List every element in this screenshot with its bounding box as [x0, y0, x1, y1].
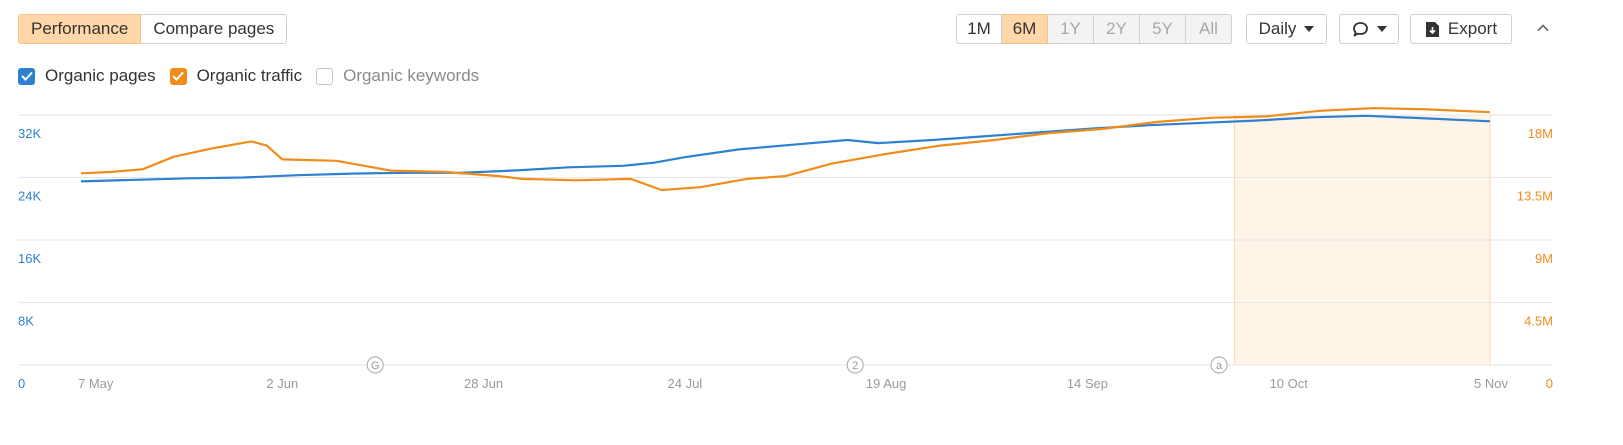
y-left-tick-label: 0: [18, 376, 25, 391]
period-all-button[interactable]: All: [1186, 14, 1232, 44]
x-tick-label: 28 Jun: [464, 376, 503, 391]
check-icon: [20, 71, 33, 81]
y-left-tick-label: 32K: [18, 126, 41, 141]
x-tick-label: 2 Jun: [266, 376, 298, 391]
period-5y-button[interactable]: 5Y: [1140, 14, 1186, 44]
annotation-label: a: [1216, 360, 1223, 372]
y-left-tick-label: 16K: [18, 251, 41, 266]
period-selector: 1M 6M 1Y 2Y 5Y All: [956, 14, 1232, 44]
annotation-marker: [366, 356, 384, 374]
series-line-organic-traffic: [80, 107, 1491, 192]
tab-compare-pages[interactable]: Compare pages: [141, 14, 288, 44]
checkbox-organic-pages[interactable]: [18, 67, 35, 85]
period-1m-button[interactable]: 1M: [956, 14, 1002, 44]
x-tick-label: 19 Aug: [866, 376, 907, 391]
chevron-down-icon: [1376, 26, 1387, 32]
period-1y-button[interactable]: 1Y: [1048, 14, 1094, 44]
interval-dropdown[interactable]: Daily: [1246, 14, 1327, 44]
x-tick-label: 5 Nov: [1474, 376, 1508, 391]
tab-performance[interactable]: Performance: [18, 14, 142, 44]
y-right-tick-label: 9M: [1535, 251, 1553, 266]
annotation-label: 2: [852, 360, 858, 372]
export-icon: [1425, 21, 1439, 37]
checkbox-organic-traffic[interactable]: [169, 67, 187, 85]
y-right-tick-label: 4.5M: [1524, 314, 1553, 329]
export-button[interactable]: Export: [1410, 14, 1512, 44]
y-right-tick-label: 0: [1546, 376, 1553, 391]
x-tick-label: 14 Sep: [1067, 376, 1108, 391]
annotation-marker: [846, 356, 864, 374]
view-tabs: Performance Compare pages: [18, 14, 288, 44]
annotations-dropdown[interactable]: [1339, 14, 1399, 44]
legend-organic-keywords[interactable]: Organic keywords: [316, 66, 479, 86]
chevron-up-icon[interactable]: [1537, 22, 1549, 34]
y-right-tick-label: 13.5M: [1517, 189, 1553, 204]
annotation-marker: [1210, 356, 1228, 374]
chart-legend: Organic pages Organic traffic Organic ke…: [18, 66, 493, 86]
period-2y-button[interactable]: 2Y: [1094, 14, 1140, 44]
checkbox-organic-keywords[interactable]: [316, 67, 334, 85]
export-label: Export: [1447, 19, 1498, 38]
x-tick-label: 24 Jul: [668, 376, 703, 391]
series-line-organic-pages: [80, 114, 1491, 183]
y-left-tick-label: 8K: [18, 314, 34, 329]
comment-icon: [1352, 21, 1368, 36]
legend-label: Organic traffic: [196, 66, 303, 85]
legend-label: Organic keywords: [343, 66, 480, 85]
legend-organic-traffic[interactable]: Organic traffic: [169, 66, 303, 86]
x-tick-label: 10 Oct: [1270, 376, 1309, 391]
legend-label: Organic pages: [45, 66, 156, 85]
chevron-down-icon: [1304, 26, 1315, 32]
y-right-tick-label: 18M: [1528, 126, 1553, 141]
annotation-label: G: [371, 360, 380, 372]
interval-label: Daily: [1258, 19, 1297, 38]
check-icon: [172, 71, 184, 81]
y-left-tick-label: 24K: [18, 189, 41, 204]
period-6m-button[interactable]: 6M: [1002, 14, 1048, 44]
legend-organic-pages[interactable]: Organic pages: [18, 66, 156, 86]
x-tick-label: 7 May: [78, 376, 114, 391]
